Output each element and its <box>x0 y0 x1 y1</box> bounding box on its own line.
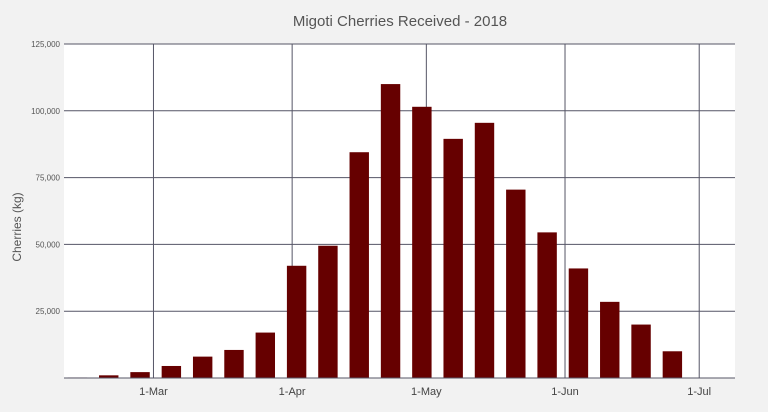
bar <box>99 375 119 378</box>
bar <box>192 356 213 378</box>
bar <box>161 365 182 378</box>
bar <box>412 106 432 379</box>
bar <box>631 324 651 378</box>
chart-title: Migoti Cherries Received - 2018 <box>293 13 507 30</box>
bar <box>568 268 589 378</box>
bar <box>662 351 683 378</box>
bar <box>286 265 307 378</box>
y-tick-label: 125,000 <box>31 40 60 49</box>
bar <box>255 332 276 378</box>
y-axis-label: Cherries (kg) <box>10 192 24 261</box>
bar <box>380 84 401 378</box>
bar <box>537 232 557 378</box>
bar <box>600 301 620 378</box>
x-tick-label: 1-Mar <box>139 386 168 398</box>
x-tick-label: 1-Apr <box>279 386 306 398</box>
bar <box>224 349 244 378</box>
x-tick-label: 1-Jun <box>551 386 579 398</box>
x-axis-ticks: 1-Mar 1-Apr 1-May 1-Jun 1-Jul <box>139 386 711 398</box>
y-axis-ticks: 25,000 50,000 75,000 100,000 125,000 <box>31 40 60 316</box>
x-tick-label: 1-May <box>411 386 442 398</box>
y-tick-label: 25,000 <box>36 307 61 316</box>
bar <box>474 122 495 378</box>
y-tick-label: 100,000 <box>31 107 60 116</box>
bar-series <box>67 84 683 379</box>
bar <box>318 245 338 378</box>
bar <box>506 189 526 378</box>
bar <box>443 138 463 378</box>
bar <box>130 372 150 378</box>
x-tick-label: 1-Jul <box>687 386 711 398</box>
y-tick-label: 50,000 <box>36 240 61 249</box>
y-tick-label: 75,000 <box>36 174 61 183</box>
bar <box>349 152 369 378</box>
